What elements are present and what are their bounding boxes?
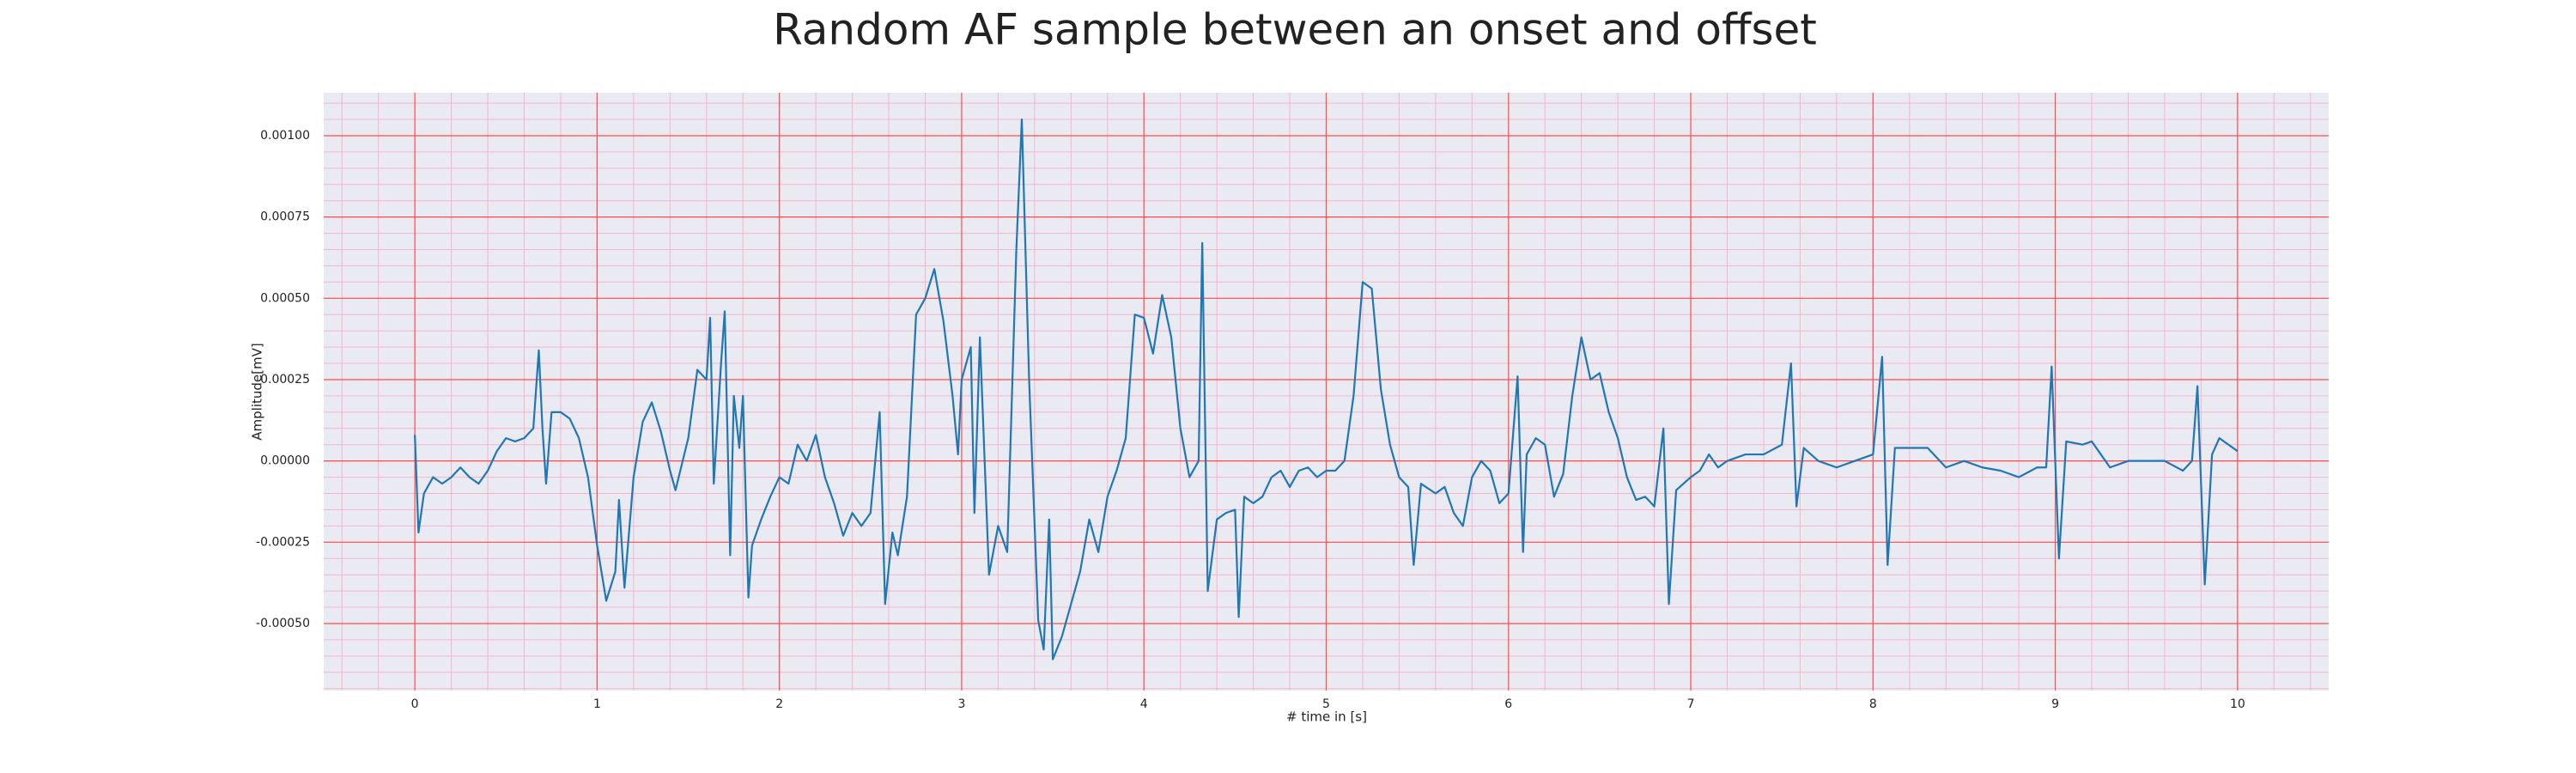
x-tick-label: 6 — [1504, 697, 1512, 711]
x-tick-label: 9 — [2051, 697, 2059, 711]
x-tick-label: 1 — [593, 697, 601, 711]
y-tick-label: 0.00075 — [260, 210, 310, 224]
x-tick-label: 10 — [2230, 697, 2245, 711]
y-tick-label: -0.00025 — [256, 535, 310, 549]
signal-line — [414, 118, 2239, 660]
x-tick-label: 2 — [775, 697, 783, 711]
x-tick-label: 5 — [1322, 697, 1330, 711]
x-tick-label: 8 — [1869, 697, 1877, 711]
x-tick-label: 4 — [1140, 697, 1148, 711]
y-tick-label: 0.00000 — [260, 454, 310, 468]
y-tick-label: 0.00050 — [260, 291, 310, 305]
x-tick-label: 0 — [411, 697, 419, 711]
x-tick-label: 7 — [1687, 697, 1695, 711]
y-axis-label: Amplitude[mV] — [250, 343, 265, 440]
y-tick-label: 0.00025 — [260, 373, 310, 386]
y-tick-label: -0.00050 — [256, 617, 310, 630]
chart-title: Random AF sample between an onset and of… — [773, 5, 1817, 55]
x-axis-label: # time in [s] — [1286, 709, 1367, 725]
x-tick-label: 3 — [957, 697, 965, 711]
y-tick-label: 0.00100 — [260, 129, 310, 143]
